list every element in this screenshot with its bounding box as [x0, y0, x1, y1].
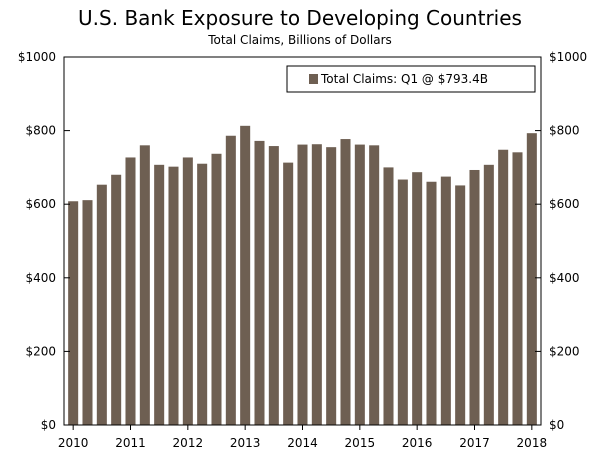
bar	[412, 172, 423, 425]
bar	[440, 176, 451, 425]
bar	[498, 149, 509, 426]
x-tick-label: 2015	[345, 436, 376, 450]
bar	[254, 140, 265, 425]
bar	[125, 157, 136, 425]
y-tick-label-right: $200	[549, 344, 580, 358]
chart-title: U.S. Bank Exposure to Developing Countri…	[78, 6, 522, 30]
x-tick-label: 2017	[459, 436, 490, 450]
bar	[354, 144, 365, 425]
bar	[182, 157, 193, 425]
bar	[68, 201, 79, 425]
bars-group	[68, 125, 537, 426]
x-tick-label: 2016	[402, 436, 433, 450]
bar	[426, 181, 437, 425]
bar	[326, 147, 337, 425]
y-tick-label-left: $600	[25, 197, 56, 211]
chart-subtitle: Total Claims, Billions of Dollars	[208, 33, 392, 47]
x-tick-label: 2018	[517, 436, 548, 450]
y-tick-label-right: $0	[549, 418, 564, 432]
bar	[455, 185, 466, 425]
legend: Total Claims: Q1 @ $793.4B	[286, 65, 536, 93]
bar	[383, 167, 394, 425]
bar	[268, 146, 279, 425]
y-tick-label-left: $1000	[18, 50, 56, 64]
y-tick-label-left: $200	[25, 344, 56, 358]
bar	[96, 184, 107, 425]
x-tick-label: 2011	[115, 436, 146, 450]
bar	[483, 164, 494, 425]
bar	[469, 169, 480, 425]
bar	[168, 166, 179, 425]
bar	[197, 163, 208, 425]
y-tick-label-left: $0	[41, 418, 56, 432]
y-tick-label-right: $400	[549, 271, 580, 285]
bar	[297, 144, 308, 425]
bar	[154, 164, 165, 425]
legend-label: Total Claims: Q1 @ $793.4B	[320, 72, 488, 86]
x-tick-label: 2013	[230, 436, 261, 450]
bar	[240, 125, 251, 425]
bar	[82, 200, 93, 425]
bar	[311, 144, 322, 425]
y-tick-label-left: $400	[25, 271, 56, 285]
y-tick-label-right: $1000	[549, 50, 587, 64]
axes-group: $0 $0 $200 $200 $400 $400 $600 $600 $800 $800 $100…	[18, 50, 587, 450]
bar	[111, 174, 122, 425]
legend-box	[286, 65, 536, 93]
y-tick-label-left: $800	[25, 124, 56, 138]
bar	[283, 162, 294, 425]
y-tick-label-right: $800	[549, 124, 580, 138]
bar	[526, 133, 537, 425]
bar	[340, 139, 351, 425]
bar	[139, 145, 150, 425]
bar	[512, 152, 523, 425]
y-tick-label-right: $600	[549, 197, 580, 211]
x-tick-label: 2014	[287, 436, 318, 450]
x-tick-label: 2010	[58, 436, 89, 450]
bar	[225, 135, 236, 425]
bar	[369, 145, 380, 425]
bar	[211, 153, 222, 425]
legend-swatch	[309, 74, 318, 84]
bar	[397, 179, 408, 425]
x-tick-label: 2012	[173, 436, 204, 450]
